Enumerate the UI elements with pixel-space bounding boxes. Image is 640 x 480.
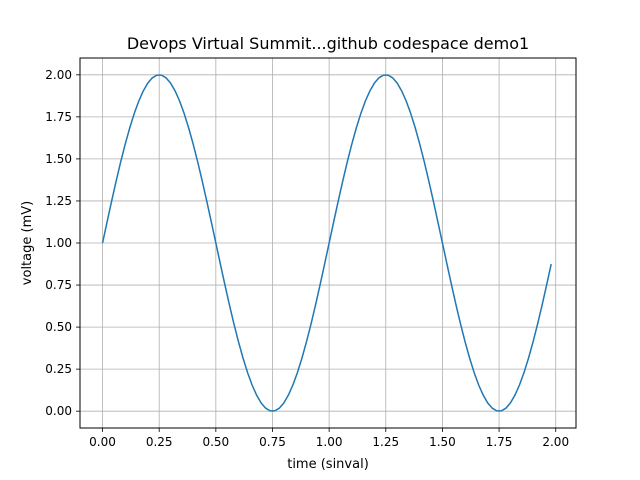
- x-tick-label: 2.00: [542, 435, 569, 449]
- y-tick-label: 1.00: [45, 236, 72, 250]
- series-line-0: [101, 74, 552, 412]
- y-tick-label: 0.25: [45, 362, 72, 376]
- chart-title: Devops Virtual Summit...github codespace…: [127, 34, 529, 53]
- x-axis-ticks: 0.00 0.25 0.50 0.75 1.00 1.25 1.50 1.75 2.00: [89, 428, 569, 449]
- x-tick-label: 1.25: [372, 435, 399, 449]
- y-tick-label: 0.75: [45, 278, 72, 292]
- y-tick-label: 1.25: [45, 194, 72, 208]
- y-tick-label: 0.00: [45, 404, 72, 418]
- y-axis-ticks: 0.00 0.25 0.50 0.75 1.00 1.25 1.50 1.75 2.00: [45, 68, 80, 418]
- x-tick-label: 0.75: [259, 435, 286, 449]
- grid: [80, 58, 576, 428]
- y-tick-label: 1.50: [45, 152, 72, 166]
- x-tick-label: 1.75: [486, 435, 513, 449]
- x-tick-label: 0.25: [146, 435, 173, 449]
- y-axis-label: voltage (mV): [20, 201, 35, 285]
- y-tick-label: 0.50: [45, 320, 72, 334]
- x-tick-label: 1.00: [316, 435, 343, 449]
- x-axis-label: time (sinval): [287, 457, 369, 472]
- series-layer: [101, 74, 552, 412]
- x-tick-label: 0.50: [202, 435, 229, 449]
- x-tick-label: 0.00: [89, 435, 116, 449]
- x-tick-label: 1.50: [429, 435, 456, 449]
- y-tick-label: 1.75: [45, 110, 72, 124]
- y-tick-label: 2.00: [45, 68, 72, 82]
